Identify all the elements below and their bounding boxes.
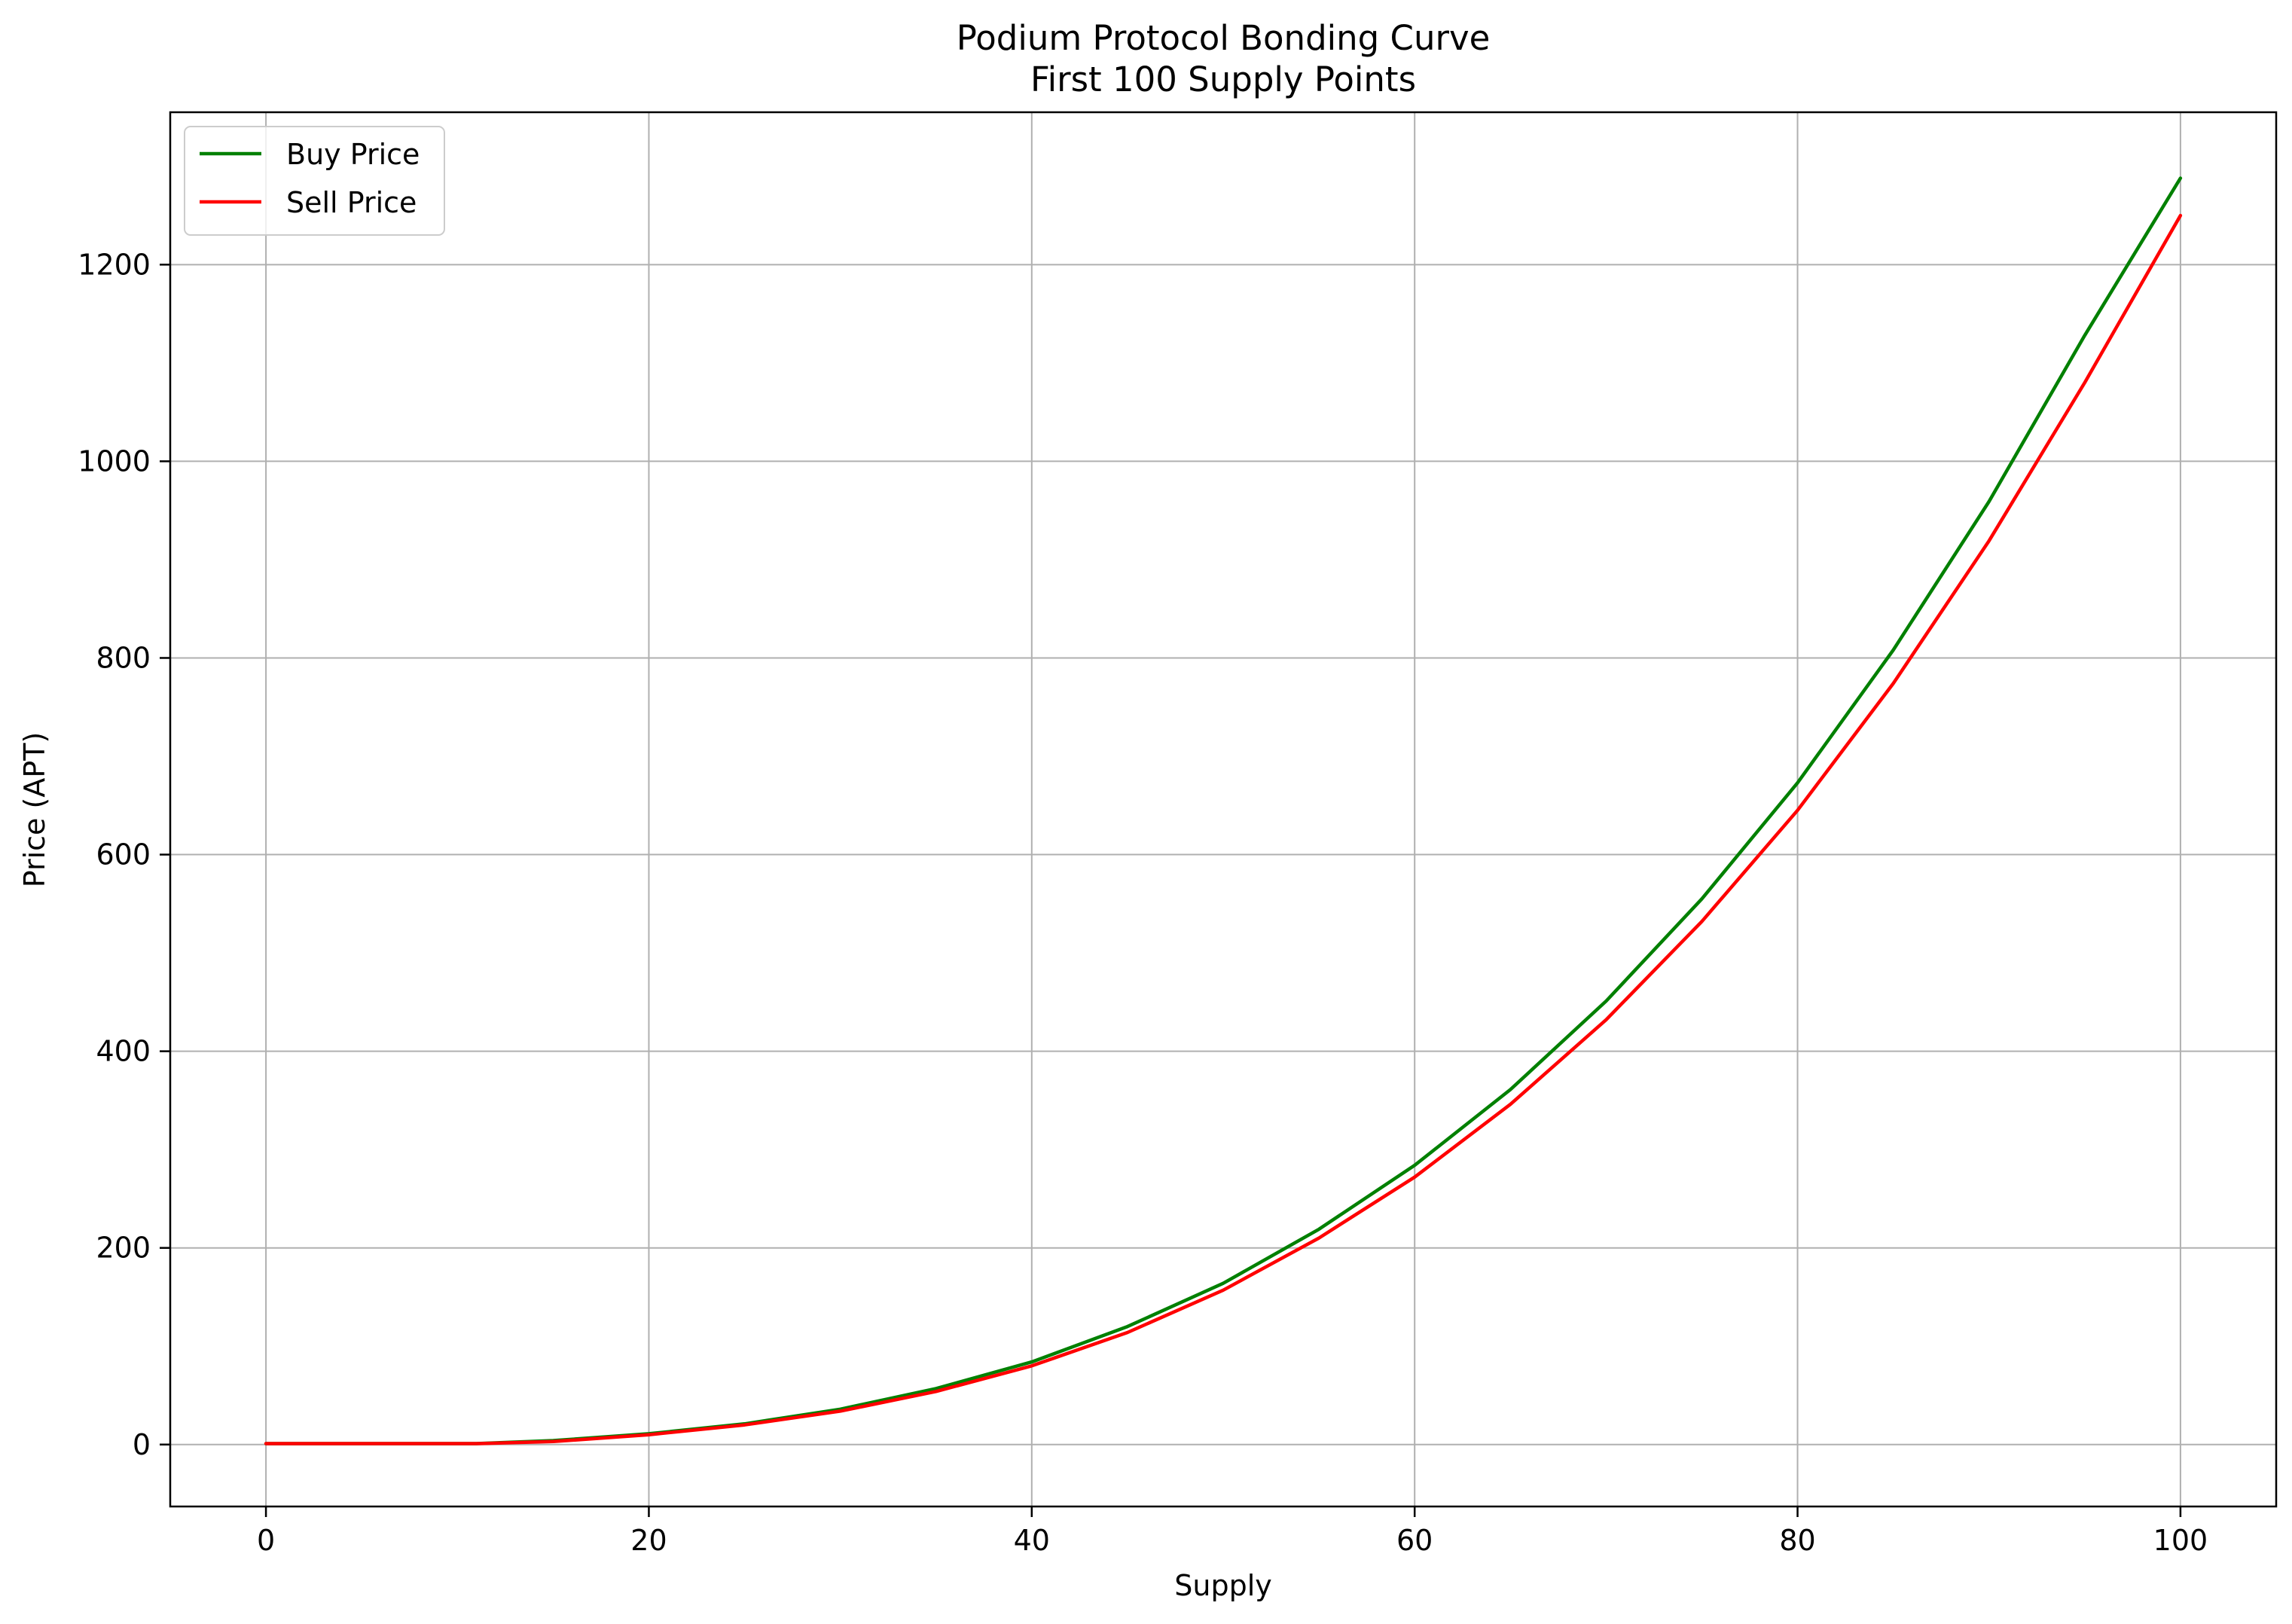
plot-frame xyxy=(169,111,2278,1508)
x-tick-label: 40 xyxy=(1014,1524,1050,1557)
x-axis-label: Supply xyxy=(1174,1569,1272,1602)
y-tick-label: 1200 xyxy=(78,248,151,281)
x-tick-label: 0 xyxy=(257,1524,275,1557)
y-tick-label: 1000 xyxy=(78,444,151,478)
legend-label-buy: Buy Price xyxy=(286,138,420,171)
chart-subtitle: First 100 Supply Points xyxy=(1030,60,1416,99)
y-tick-label: 0 xyxy=(133,1428,151,1461)
y-tick-label: 400 xyxy=(96,1035,151,1068)
x-tick-label: 20 xyxy=(630,1524,667,1557)
chart-title: Podium Protocol Bonding Curve xyxy=(957,18,1491,58)
legend: Buy Price Sell Price xyxy=(184,126,445,236)
legend-label-sell: Sell Price xyxy=(286,186,417,219)
x-tick-label: 100 xyxy=(2153,1524,2208,1557)
series-lines xyxy=(264,176,2183,1445)
y-tick-label: 200 xyxy=(96,1232,151,1265)
x-tick-label: 80 xyxy=(1779,1524,1815,1557)
x-tick-label: 60 xyxy=(1396,1524,1433,1557)
series-line-sell-price xyxy=(264,213,2183,1445)
y-axis-label: Price (APT) xyxy=(18,732,51,888)
y-tick-label: 600 xyxy=(96,838,151,872)
y-tick-label: 800 xyxy=(96,641,151,674)
